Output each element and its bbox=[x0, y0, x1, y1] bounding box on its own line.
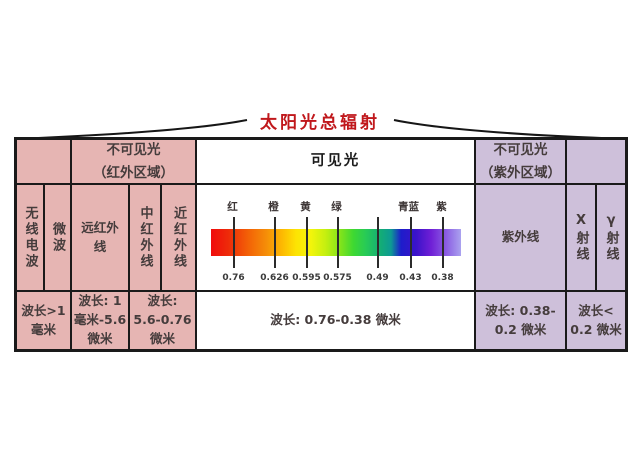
spectrum-bar bbox=[210, 229, 461, 256]
spectrum-color-label: 黄 bbox=[300, 201, 311, 213]
spectrum-tick bbox=[232, 217, 235, 268]
spectrum-tick-value: 0.49 bbox=[366, 273, 389, 283]
header-invisible-infrared: 不可见光 （红外区域） bbox=[72, 140, 195, 183]
spectrum-color-label: 青蓝 bbox=[398, 201, 419, 213]
wavelength-radio: 波长>1 毫米 bbox=[17, 292, 70, 349]
band-mid-infrared: 中红外线 bbox=[130, 185, 160, 290]
wavelength-ultraviolet: 波长: 0.38- 0.2 微米 bbox=[476, 292, 565, 349]
wavelength-visible: 波长: 0.76-0.38 微米 bbox=[197, 292, 474, 349]
spectrum-color-label: 橙 bbox=[268, 201, 279, 213]
spectrum-tick-value: 0.595 bbox=[292, 273, 321, 283]
spectrum-tick-value: 0.626 bbox=[260, 273, 289, 283]
band-near-infrared: 近红外线 bbox=[162, 185, 195, 290]
spectrum-tick bbox=[376, 217, 379, 268]
spectrum-color-label: 红 bbox=[227, 201, 238, 213]
band-radio-waves: 无线电波 bbox=[17, 185, 43, 290]
page-title: 太阳光总辐射 bbox=[260, 113, 380, 133]
band-ultraviolet: 紫外线 bbox=[476, 185, 565, 290]
spectrum-area: 0.76 0.626 0.595 0.575 0.49 0.43 0.38 红 橙 黄 绿 青蓝 紫 bbox=[210, 185, 461, 290]
header-invisible-uv: 不可见光 （紫外区域） bbox=[476, 140, 565, 183]
band-x-ray: X射线 bbox=[567, 185, 595, 290]
band-far-infrared: 远红外线 bbox=[72, 185, 128, 290]
header-blank-left bbox=[17, 140, 70, 183]
header-blank-right bbox=[567, 140, 625, 183]
band-far-infrared-label: 远红外线 bbox=[81, 219, 119, 254]
band-gamma-ray: γ射线 bbox=[597, 185, 625, 290]
spectrum-tick bbox=[409, 217, 412, 268]
band-microwave: 微波 bbox=[45, 185, 70, 290]
spectrum-tick bbox=[441, 217, 444, 268]
header-visible-light: 可见光 bbox=[197, 140, 474, 183]
wavelength-mid-near-infrared: 波长: 5.6-0.76 微米 bbox=[130, 292, 195, 349]
wavelength-far-infrared: 波长: 1 毫米-5.6 微米 bbox=[72, 292, 128, 349]
spectrum-tick bbox=[273, 217, 276, 268]
wavelength-xray-gamma: 波长< 0.2 微米 bbox=[567, 292, 625, 349]
spectrum-tick bbox=[305, 217, 308, 268]
spectrum-table: 不可见光 （红外区域） 可见光 不可见光 （紫外区域） 无线电波 微波 远红外线… bbox=[14, 137, 628, 352]
spectrum-tick-value: 0.575 bbox=[323, 273, 352, 283]
spectrum-tick-value: 0.43 bbox=[399, 273, 422, 283]
spectrum-tick-value: 0.38 bbox=[431, 273, 454, 283]
spectrum-tick-value: 0.76 bbox=[222, 273, 245, 283]
spectrum-color-label: 紫 bbox=[436, 201, 447, 213]
visible-spectrum-cell: 0.76 0.626 0.595 0.575 0.49 0.43 0.38 红 橙 黄 绿 青蓝 紫 bbox=[197, 185, 474, 290]
spectrum-color-label: 绿 bbox=[331, 201, 342, 213]
spectrum-tick bbox=[336, 217, 339, 268]
